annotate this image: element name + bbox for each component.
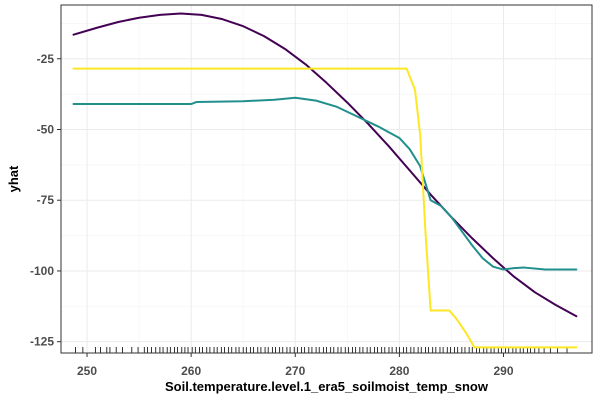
axis-layer: 250 260 270 280 290 -25 -50 -75 -100 -125 bbox=[30, 52, 514, 378]
series-layer bbox=[72, 12, 578, 349]
y-tick-label: -100 bbox=[30, 264, 54, 278]
x-tick-label: 250 bbox=[77, 364, 97, 378]
series-line-3 bbox=[72, 67, 578, 349]
y-axis-title: yhat bbox=[6, 165, 21, 192]
x-tick-label: 290 bbox=[493, 364, 513, 378]
y-tick-label: -25 bbox=[37, 52, 55, 66]
x-tick-label: 260 bbox=[181, 364, 201, 378]
y-tick-label: -75 bbox=[37, 193, 55, 207]
x-tick-label: 270 bbox=[285, 364, 305, 378]
x-tick-label: 280 bbox=[389, 364, 409, 378]
series-line-1 bbox=[72, 12, 578, 318]
series-line-2 bbox=[72, 96, 578, 271]
grid-layer bbox=[61, 5, 592, 353]
x-axis-title: Soil.temperature.level.1_era5_soilmoist_… bbox=[165, 379, 489, 394]
y-tick-label: -125 bbox=[30, 335, 54, 349]
y-tick-label: -50 bbox=[37, 122, 55, 136]
plot-panel-border bbox=[60, 4, 593, 354]
